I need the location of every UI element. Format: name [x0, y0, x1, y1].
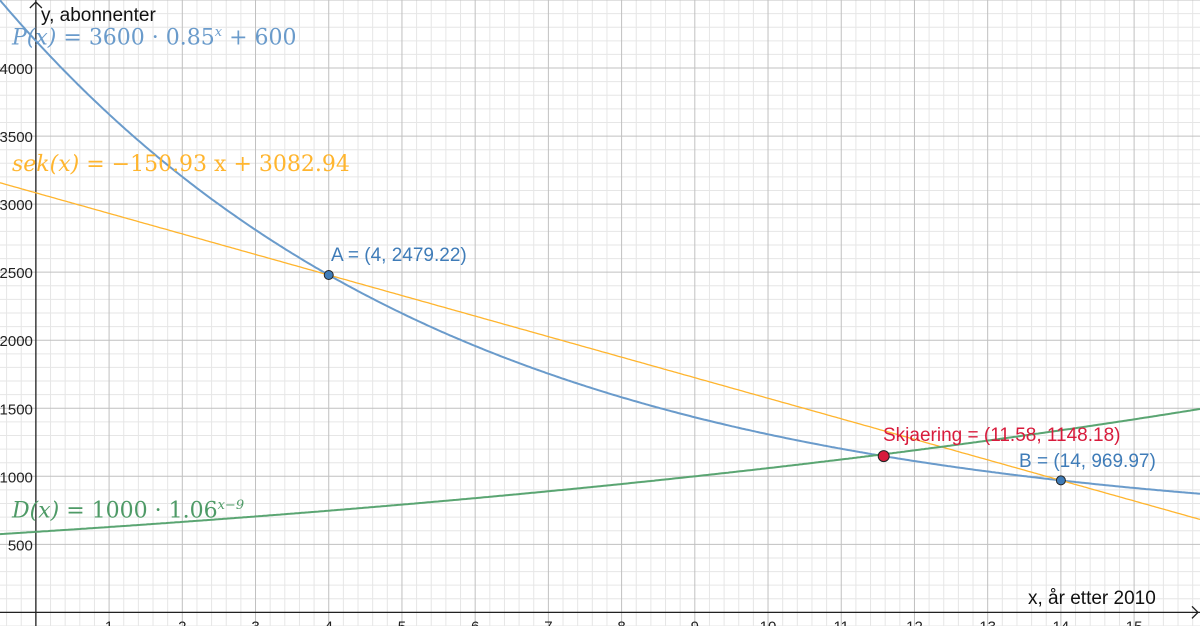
x-axis-label: x, år etter 2010: [1028, 588, 1156, 609]
x-tick-label: 15: [1126, 618, 1143, 626]
formula-p-exp: x: [214, 25, 223, 40]
formula-p-eq: =: [56, 25, 89, 51]
formula-sek-rhs: −150.93 x + 3082.94: [111, 152, 350, 177]
x-tick-label: 10: [760, 618, 777, 626]
x-tick-label: 1: [105, 618, 113, 626]
formula-p-name: P(x): [12, 25, 57, 51]
x-axis-arrow: [1191, 605, 1199, 619]
x-tick-label: 13: [979, 618, 996, 626]
formula-p-tail: + 600: [222, 25, 297, 51]
formula-d-eq: =: [59, 498, 92, 524]
formula-d-exp: x−9: [217, 498, 245, 513]
y-tick-label: 500: [8, 537, 33, 554]
point-skjaering: [877, 450, 890, 463]
y-tick-label: 1000: [0, 469, 33, 486]
x-tick-label: 5: [398, 618, 406, 626]
x-tick-label: 14: [1053, 618, 1070, 626]
x-tick-label: 2: [178, 618, 186, 626]
curve-d: [0, 408, 1200, 536]
curve-sek: [0, 182, 1200, 521]
x-tick-label: 7: [544, 618, 552, 626]
point-a-label: A = (4, 2479.22): [331, 245, 467, 266]
y-tick-label: 3000: [0, 197, 33, 214]
x-tick-label: 12: [906, 618, 923, 626]
x-tick-label: 9: [691, 618, 699, 626]
points: [323, 270, 1066, 486]
formula-sek-name: sek(x): [12, 152, 80, 177]
x-tick-label: 4: [325, 618, 333, 626]
formula-p[interactable]: P(x) = 3600 · 0.85x + 600: [12, 25, 297, 50]
tick-labels: 1234567891011121314155001000150020002500…: [0, 61, 1142, 626]
y-axis-arrow: [29, 1, 43, 9]
formula-d-rhs: 1000 · 1.06: [91, 498, 218, 524]
point-b-label: B = (14, 969.97): [1019, 451, 1156, 472]
formula-sek[interactable]: sek(x) = −150.93 x + 3082.94: [12, 152, 350, 177]
y-tick-label: 2000: [0, 333, 33, 350]
x-tick-label: 8: [617, 618, 625, 626]
curves: [0, 0, 1200, 536]
x-tick-label: 6: [471, 618, 479, 626]
x-tick-label: 11: [833, 618, 849, 626]
y-tick-label: 1500: [0, 401, 33, 418]
point-b: [1055, 475, 1066, 486]
y-tick-label: 3500: [0, 129, 33, 146]
y-tick-label: 2500: [0, 265, 33, 282]
intersection-label: Skjaering = (11.58, 1148.18): [883, 425, 1121, 446]
y-axis-label: y, abonnenter: [41, 5, 156, 26]
y-tick-label: 4000: [0, 61, 33, 78]
point-a: [323, 270, 334, 281]
curve-p: [0, 0, 1200, 495]
formula-d[interactable]: D(x) = 1000 · 1.06x−9: [12, 498, 244, 523]
x-tick-label: 3: [251, 618, 259, 626]
formula-p-rhs: 3600 · 0.85: [88, 25, 215, 51]
formula-sek-eq: =: [79, 152, 112, 177]
formula-d-name: D(x): [12, 498, 60, 524]
